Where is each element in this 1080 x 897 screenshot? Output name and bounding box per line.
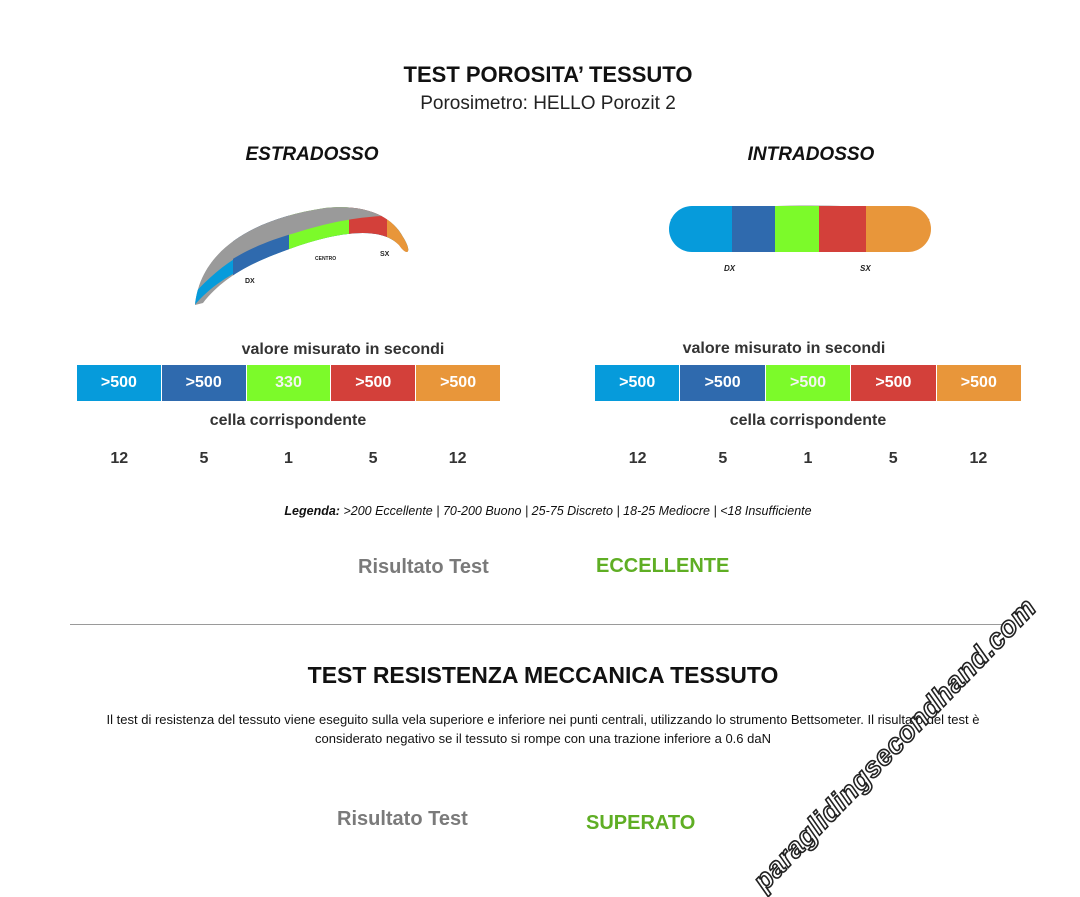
legend-text: >200 Eccellente | 70-200 Buono | 25-75 D…	[343, 504, 812, 518]
extrados-value-4: >500	[331, 365, 417, 401]
extrados-cell-label: cella corrispondente	[209, 412, 367, 429]
porosity-result-label: Risultato Test	[358, 556, 489, 578]
legend-prefix: Legenda:	[284, 504, 340, 518]
intrados-measured-label: valore misurato in secondi	[682, 340, 886, 357]
extrados-cell-5: 12	[448, 450, 467, 467]
extrados-cell-3: 1	[284, 450, 293, 467]
porosimeter-subtitle: Porosimetro: HELLO Porozit 2	[420, 93, 676, 114]
extrados-cells-row: 12 5 1 5 12	[77, 450, 500, 468]
intrados-value-4: >500	[851, 365, 937, 401]
mechanical-test-title: TEST RESISTENZA MECCANICA TESSUTO	[307, 662, 779, 688]
intrados-cell-label: cella corrispondente	[729, 412, 887, 429]
extrados-cell-2: 5	[199, 450, 209, 467]
extrados-measured-label: valore misurato in secondi	[241, 341, 445, 358]
legend: Legenda: >200 Eccellente | 70-200 Buono …	[0, 504, 1080, 518]
intrados-title: INTRADOSSO	[747, 144, 875, 165]
extrados-centro-label: CENTRO	[315, 256, 336, 262]
extrados-value-3: 330	[246, 365, 332, 401]
extrados-title: ESTRADOSSO	[245, 144, 379, 165]
mechanical-result-label: Risultato Test	[337, 808, 468, 830]
intrados-cell-1: 12	[628, 450, 647, 467]
extrados-values-bar: >500 >500 330 >500 >500	[77, 365, 500, 401]
extrados-dx-label: DX	[245, 278, 255, 285]
intrados-value-2: >500	[680, 365, 766, 401]
intrados-cell-5: 12	[969, 450, 988, 467]
intrados-wing-diagram: DX SX	[669, 205, 931, 273]
intrados-value-1: >500	[595, 365, 681, 401]
extrados-value-2: >500	[161, 365, 247, 401]
intrados-value-3: >500	[765, 365, 852, 401]
intrados-value-5: >500	[936, 365, 1022, 401]
intrados-cell-4: 5	[888, 450, 898, 467]
mechanical-test-description: Il test di resistenza del tessuto viene …	[106, 712, 980, 746]
mechanical-result-value: SUPERATO	[586, 812, 696, 834]
intrados-dx-label: DX	[724, 264, 736, 273]
intrados-values-bar: >500 >500 >500 >500 >500	[595, 365, 1022, 401]
intrados-cells-row: 12 5 1 5 12	[595, 450, 1021, 468]
extrados-cell-4: 5	[368, 450, 378, 467]
intrados-cell-2: 5	[718, 450, 728, 467]
intrados-sx-label: SX	[860, 264, 871, 273]
extrados-value-5: >500	[416, 365, 500, 401]
intrados-cell-3: 1	[803, 450, 813, 467]
porosity-test-title: TEST POROSITA’ TESSUTO	[403, 62, 693, 87]
extrados-sx-label: SX	[380, 251, 390, 258]
extrados-wing-diagram: DX CENTRO SX	[195, 207, 409, 306]
section-divider	[70, 624, 1008, 625]
extrados-cell-1: 12	[110, 450, 129, 467]
porosity-result-value: ECCELLENTE	[596, 555, 730, 577]
extrados-value-1: >500	[77, 365, 162, 401]
